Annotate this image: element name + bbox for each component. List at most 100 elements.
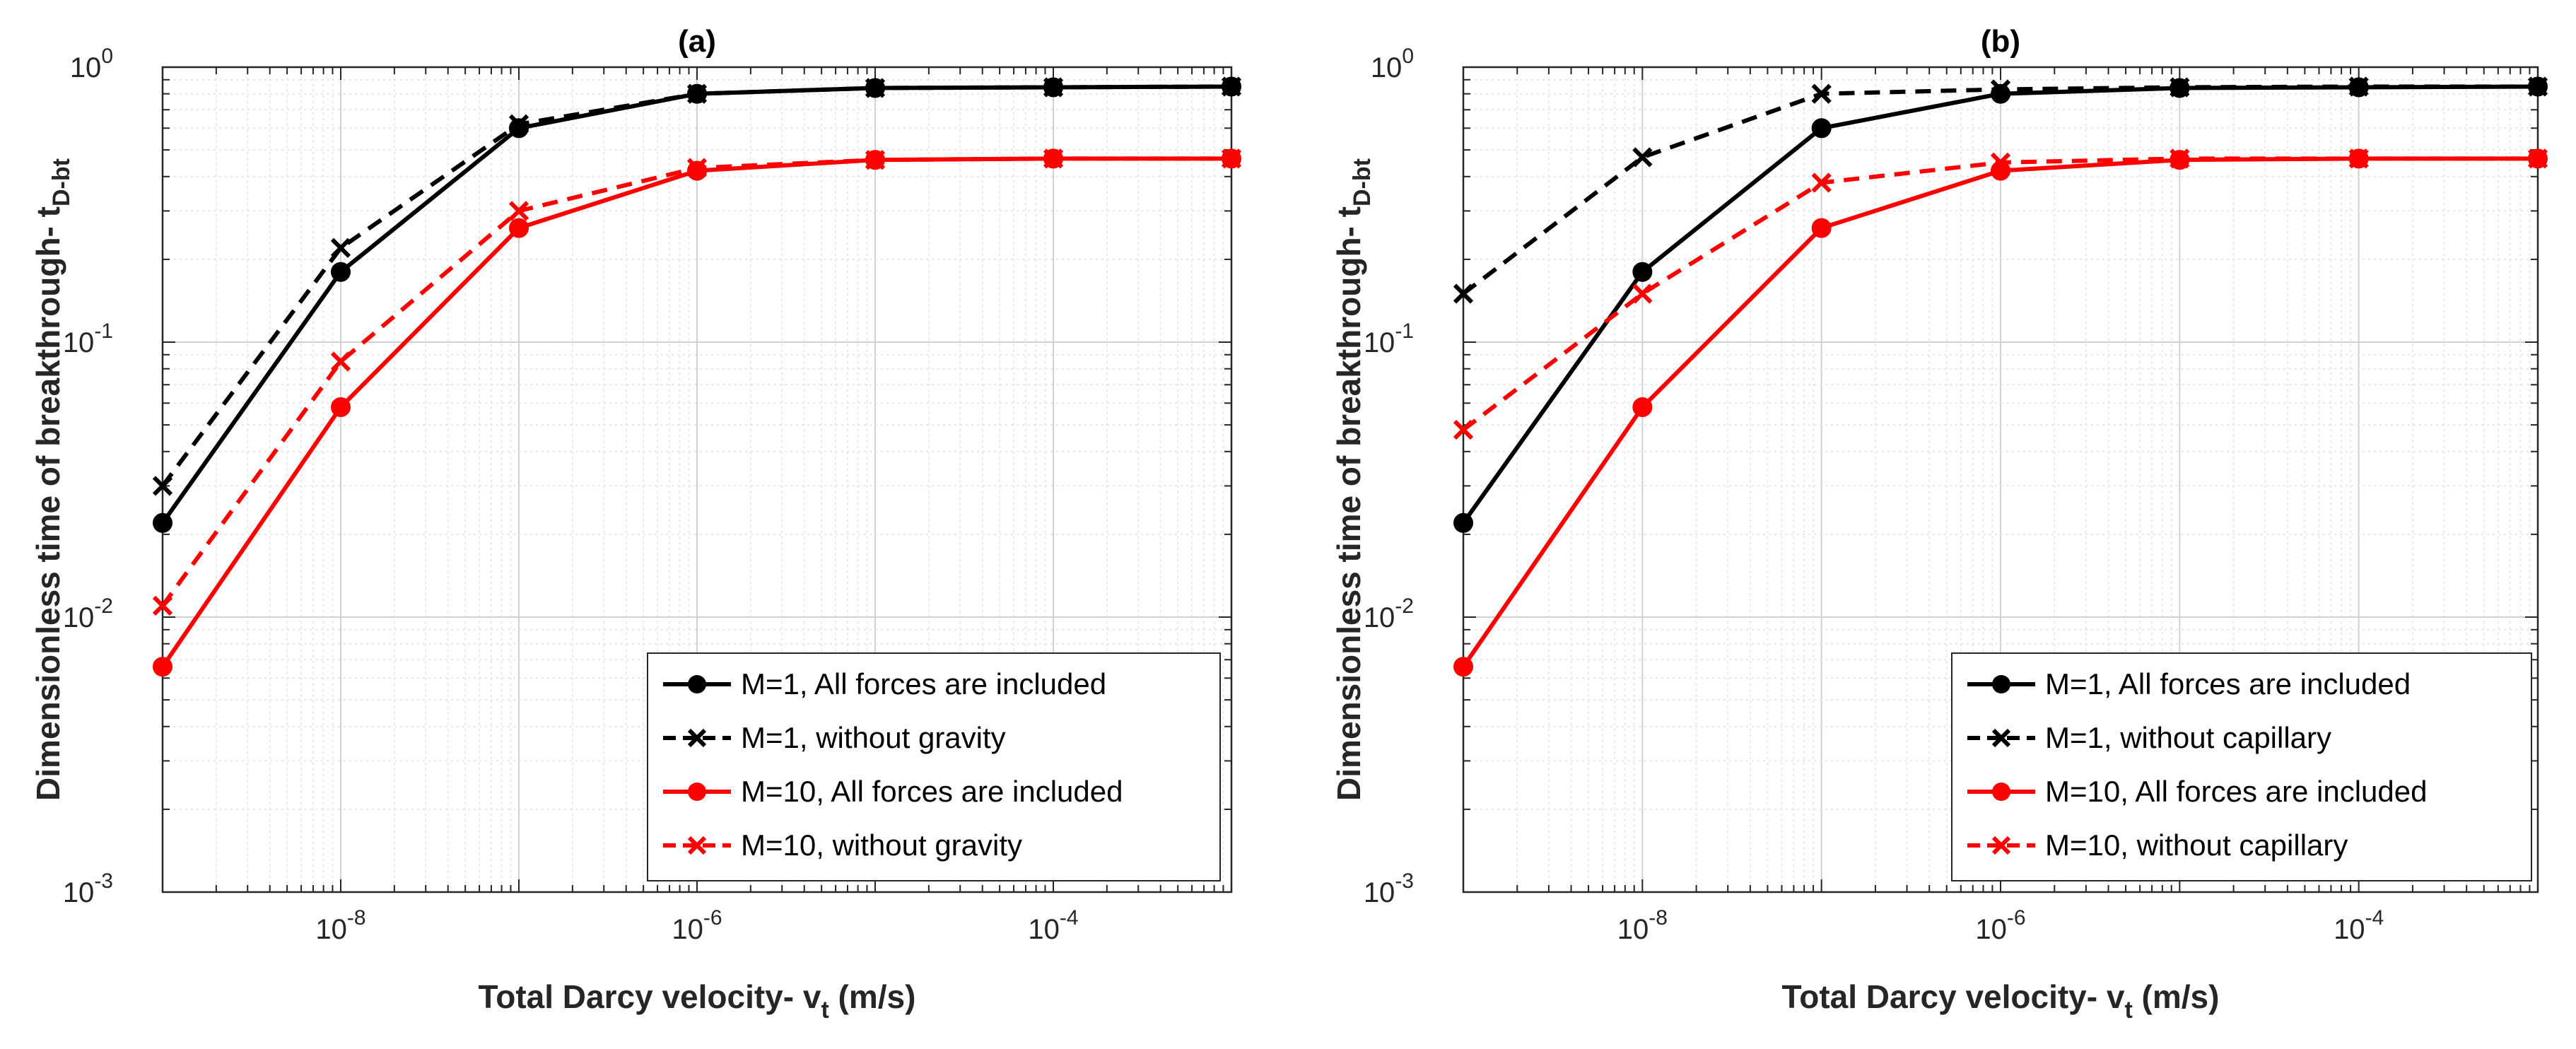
legend-marker	[1991, 728, 2011, 748]
x-tick-base: 10	[1975, 914, 2007, 945]
x-tick-exponent: -6	[2007, 906, 2026, 930]
x-tick-base: 10	[672, 914, 703, 945]
legend-label-3: M=10, All forces are included	[741, 775, 1123, 808]
x-axis-label-sub: t	[2124, 997, 2132, 1024]
data-point	[1990, 152, 2011, 173]
data-point	[152, 595, 173, 616]
panel-title: (b)	[1981, 24, 2020, 59]
x-tick-exponent: -8	[1649, 906, 1668, 930]
legend: M=1, All forces are included M=1, without…	[647, 652, 1221, 881]
data-point	[1043, 148, 1064, 169]
y-tick-label: 10-3	[63, 869, 113, 908]
data-point	[686, 83, 708, 104]
legend-label-4: M=10, without gravity	[741, 828, 1022, 862]
legend-box	[647, 652, 1221, 881]
y-tick-base: 10	[1364, 877, 1395, 908]
y-tick-label: 10-1	[1364, 320, 1414, 358]
x-axis-label: Total Darcy velocity- vt (m/s)	[1782, 978, 2220, 1024]
series-2	[1453, 76, 2548, 304]
x-axis-label-unit: (m/s)	[829, 978, 916, 1015]
y-tick-exponent: 0	[1402, 45, 1414, 68]
data-point	[1811, 218, 1832, 238]
data-point	[153, 512, 172, 533]
y-tick-base: 10	[1371, 52, 1403, 83]
data-point	[2348, 148, 2369, 169]
legend-marker	[688, 675, 706, 693]
axis-ticks	[162, 67, 1231, 893]
y-tick-label: 10-2	[1364, 594, 1414, 633]
data-point	[2348, 76, 2369, 97]
x-tick-label: 10-8	[1617, 906, 1668, 945]
legend-marker	[1992, 675, 2010, 693]
axis-ticks	[1463, 67, 2538, 893]
y-tick-exponent: -2	[1395, 594, 1414, 618]
y-tick-base: 10	[63, 327, 95, 358]
data-point	[1221, 148, 1242, 169]
legend-label-2: M=1, without capillary	[2045, 721, 2331, 754]
x-tick-exponent: -6	[703, 906, 722, 930]
x-axis-label-unit: (m/s)	[2133, 978, 2220, 1015]
legend-label-2: M=1, without gravity	[741, 721, 1006, 754]
legend-marker	[1991, 836, 2011, 855]
y-tick-label: 10-2	[63, 594, 113, 633]
data-point	[153, 657, 172, 677]
panel-title: (a)	[678, 24, 716, 59]
y-axis-label-main: Dimensionless time of breakthrough- t	[30, 206, 66, 801]
x-tick-label: 10-4	[1028, 906, 1078, 945]
series-4	[1453, 148, 2548, 440]
y-tick-exponent: -1	[94, 320, 113, 343]
x-tick-base: 10	[315, 914, 347, 945]
data-point	[509, 218, 529, 238]
data-point	[508, 114, 529, 134]
y-tick-label: 100	[1371, 45, 1414, 83]
series-2	[152, 76, 1242, 496]
data-point	[865, 150, 886, 170]
y-tick-base: 10	[1364, 327, 1395, 358]
legend-marker	[687, 728, 707, 748]
x-axis-label-sub: t	[821, 997, 829, 1024]
data-point	[331, 397, 351, 418]
y-tick-exponent: 0	[101, 45, 113, 68]
series-4	[152, 148, 1242, 616]
data-point	[686, 158, 708, 178]
data-point	[1632, 262, 1653, 282]
legend-marker	[688, 783, 706, 801]
y-tick-base: 10	[1364, 602, 1395, 633]
y-tick-label: 10-3	[1364, 869, 1414, 908]
data-point	[2527, 76, 2548, 97]
data-point	[1811, 118, 1832, 139]
x-tick-base: 10	[2334, 914, 2365, 945]
x-axis-label: Total Darcy velocity- vt (m/s)	[479, 978, 916, 1024]
x-tick-base: 10	[1028, 914, 1060, 945]
data-point	[1453, 657, 1473, 677]
y-tick-exponent: -2	[94, 594, 113, 618]
data-point	[1453, 419, 1474, 440]
data-point	[330, 351, 351, 372]
data-point	[2170, 77, 2190, 98]
y-tick-label: 100	[70, 45, 113, 83]
data-point	[2527, 148, 2548, 169]
x-axis-label-main: Total Darcy velocity- v	[479, 978, 821, 1015]
y-axis-label: Dimensionless time of breakthrough- tD-b…	[1330, 158, 1376, 801]
y-tick-exponent: -3	[1395, 869, 1414, 893]
x-tick-exponent: -4	[2365, 906, 2384, 930]
y-axis-label-sub: D-bt	[1349, 158, 1376, 206]
data-point	[1990, 79, 2011, 100]
legend-label-1: M=1, All forces are included	[741, 667, 1106, 701]
legend-marker	[687, 836, 707, 855]
x-tick-label: 10-8	[315, 906, 365, 945]
data-point	[330, 238, 351, 258]
y-axis-label: Dimensionless time of breakthrough- tD-b…	[30, 158, 75, 801]
legend-label-4: M=10, without capillary	[2045, 828, 2348, 862]
legend-label-3: M=10, All forces are included	[2045, 775, 2427, 808]
data-point	[508, 201, 529, 221]
data-point	[1632, 283, 1653, 304]
data-point	[2170, 148, 2190, 169]
data-point	[331, 262, 351, 282]
data-point	[1453, 512, 1473, 533]
y-tick-base: 10	[63, 602, 95, 633]
x-tick-label: 10-6	[672, 906, 722, 945]
x-axis-label-main: Total Darcy velocity- v	[1782, 978, 2125, 1015]
